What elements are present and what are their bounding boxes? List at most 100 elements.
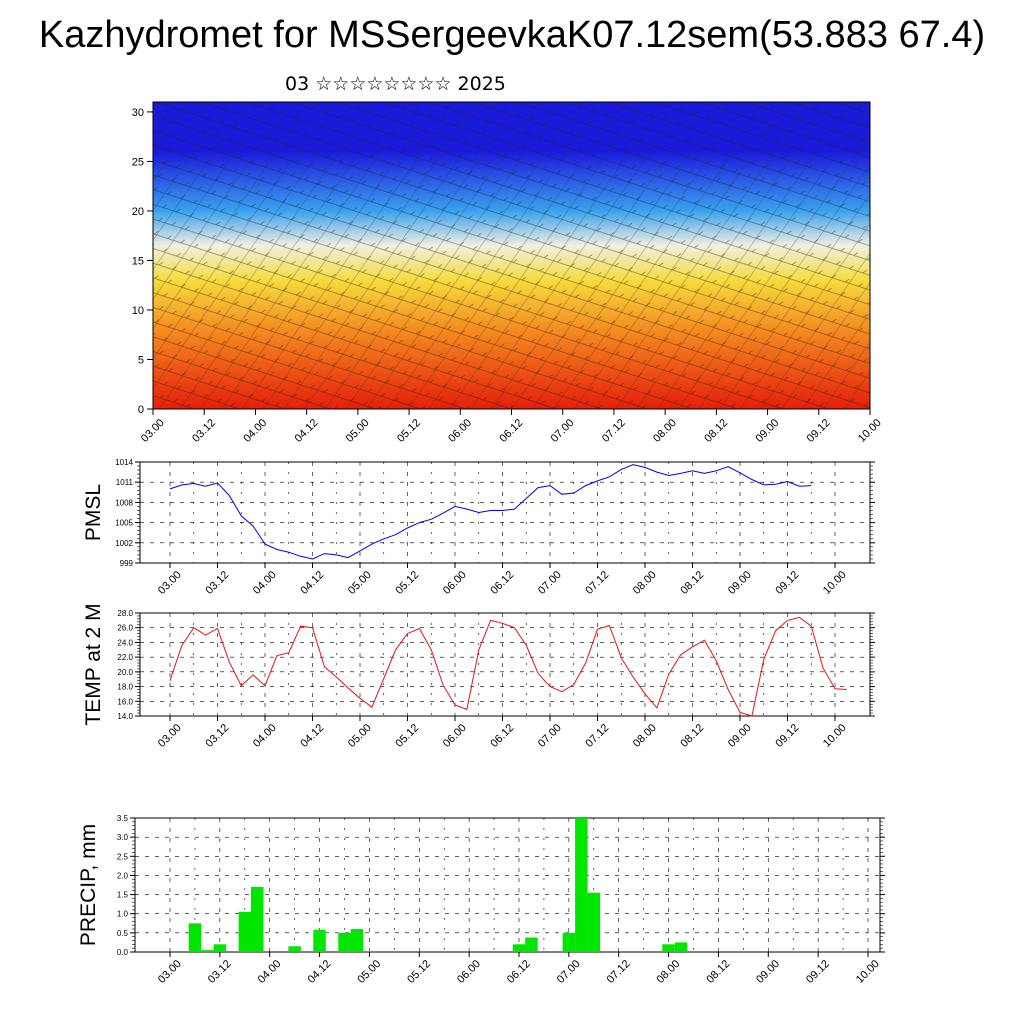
x-tick-label: 03.00 [156, 569, 184, 597]
heatmap-y-tick-label: 25 [132, 156, 144, 168]
x-tick-label: 06.00 [441, 569, 469, 597]
y-tick-label: 1005 [115, 519, 133, 528]
precip-bar [674, 942, 688, 952]
x-tick-label: 03.00 [156, 958, 184, 986]
x-tick-label: 04.12 [298, 569, 326, 597]
x-tick-label: 07.12 [605, 958, 633, 986]
x-tick-label: 08.12 [678, 722, 706, 750]
y-tick-label: 14.0 [117, 712, 133, 721]
x-tick-label: 06.00 [455, 958, 483, 986]
y-tick-label: 0.5 [117, 929, 129, 938]
x-tick-label: 05.12 [405, 958, 433, 986]
x-tick-label: 07.12 [583, 569, 611, 597]
panel-temp: 03.00 03.12 04.00 04.12 05.00 05.12 06.00 06.12… [82, 603, 875, 750]
precip-bar [201, 950, 214, 952]
x-tick-label: 04.00 [256, 958, 284, 986]
y-tick-label: 999 [120, 559, 134, 568]
y-tick-label: 3.5 [117, 814, 129, 823]
precip-bar [313, 929, 326, 952]
precip-bar [662, 944, 675, 952]
precip-bar [350, 929, 364, 952]
heatmap-y-tick-label: 20 [132, 206, 144, 218]
x-tick-label: 06.00 [441, 722, 469, 750]
precip-bar [525, 937, 538, 952]
precip-bar [251, 886, 264, 952]
x-tick-label: 10.00 [821, 569, 849, 597]
panel-precip: 03.00 03.12 04.00 04.12 05.00 05.12 06.00 06.12… [77, 814, 885, 986]
panel-ylabel: PMSL [82, 484, 105, 541]
y-tick-label: 18.0 [117, 683, 133, 692]
heatmap-x-tick-label: 04.00 [241, 417, 269, 445]
heatmap-y-tick-label: 0 [138, 404, 144, 416]
heatmap-y-tick-label: 15 [132, 255, 144, 267]
x-tick-label: 05.00 [355, 958, 383, 986]
y-tick-label: 20.0 [117, 668, 133, 677]
x-tick-label: 09.00 [754, 958, 782, 986]
heatmap-y-tick-label: 10 [132, 305, 144, 317]
panel-ylabel: PRECIP, mm [77, 824, 100, 946]
y-tick-label: 2.0 [117, 871, 129, 880]
heatmap-x-tick-label: 08.12 [702, 417, 730, 445]
heatmap-x-tick-label: 07.12 [600, 417, 628, 445]
x-tick-label: 09.12 [773, 722, 801, 750]
x-tick-label: 08.00 [654, 958, 682, 986]
y-tick-label: 1002 [115, 539, 133, 548]
x-tick-label: 05.00 [346, 569, 374, 597]
precip-bar [562, 932, 576, 952]
x-tick-label: 04.00 [251, 722, 279, 750]
x-tick-label: 05.12 [393, 722, 421, 750]
heatmap-x-tick-label: 03.00 [139, 417, 167, 445]
heatmap-x-tick-label: 09.00 [753, 417, 781, 445]
precip-bar [238, 911, 252, 952]
heatmap-y-tick-label: 30 [132, 107, 144, 119]
y-tick-label: 1.5 [117, 891, 129, 900]
y-tick-label: 1.0 [117, 910, 129, 919]
precip-bar [338, 932, 351, 952]
x-tick-label: 08.00 [631, 722, 659, 750]
x-tick-label: 10.00 [821, 722, 849, 750]
x-tick-label: 03.00 [156, 722, 184, 750]
x-tick-label: 09.00 [726, 722, 754, 750]
x-tick-label: 09.12 [773, 569, 801, 597]
x-tick-label: 06.12 [488, 569, 516, 597]
chart-title: Kazhydromet for MSSergeevkaK07.12sem(53.… [38, 14, 986, 56]
panel-pmsl: 03.00 03.12 04.00 04.12 05.00 05.12 06.00 06.12… [82, 458, 875, 597]
panel-ylabel: TEMP at 2 M [82, 603, 105, 725]
heatmap-x-tick-label: 04.12 [293, 417, 321, 445]
precip-bar [363, 950, 376, 952]
x-tick-label: 10.00 [854, 958, 882, 986]
precip-bar [188, 923, 202, 952]
panel-frame [139, 612, 871, 717]
heatmap-x-tick-label: 10.00 [856, 417, 884, 445]
heatmap-x-tick-label: 05.00 [344, 417, 372, 445]
x-tick-label: 07.00 [555, 958, 583, 986]
heatmap-x-tick-label: 06.12 [497, 417, 525, 445]
x-tick-label: 06.12 [505, 958, 533, 986]
precip-bar [587, 892, 601, 952]
x-tick-label: 09.12 [804, 958, 832, 986]
y-tick-label: 3.0 [117, 833, 129, 842]
y-tick-label: 22.0 [117, 653, 133, 662]
x-tick-label: 07.12 [583, 722, 611, 750]
series-line [169, 616, 847, 717]
x-tick-label: 03.12 [203, 569, 231, 597]
heatmap-x-tick-label: 09.12 [805, 417, 833, 445]
heatmap-x-tick-label: 05.12 [395, 417, 423, 445]
y-tick-label: 16.0 [117, 697, 133, 706]
precip-bar [575, 818, 588, 952]
x-tick-label: 04.12 [298, 722, 326, 750]
x-tick-label: 03.12 [206, 958, 234, 986]
heatmap-x-tick-label: 08.00 [651, 417, 679, 445]
x-tick-label: 08.12 [704, 958, 732, 986]
y-tick-label: 2.5 [117, 852, 129, 861]
y-tick-label: 1011 [116, 478, 134, 487]
x-tick-label: 03.12 [203, 722, 231, 750]
heatmap-x-tick-label: 07.00 [549, 417, 577, 445]
y-tick-label: 28.0 [117, 609, 133, 618]
y-tick-label: 0.0 [117, 948, 129, 957]
series-line [169, 464, 812, 560]
y-tick-label: 26.0 [117, 624, 133, 633]
y-tick-label: 1014 [115, 458, 133, 467]
x-tick-label: 04.00 [251, 569, 279, 597]
